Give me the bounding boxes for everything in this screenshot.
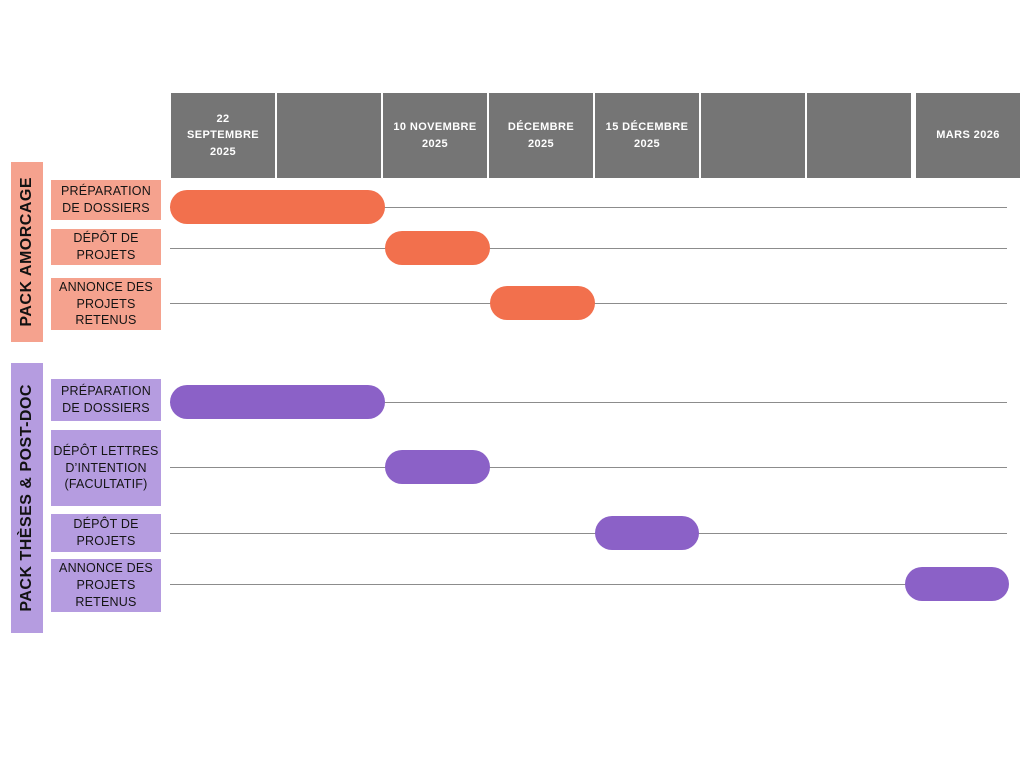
task-label: DÉPÔT LETTRES D’INTENTION (FACULTATIF) bbox=[51, 430, 161, 506]
task-label: PRÉPARATION DE DOSSIERS bbox=[51, 379, 161, 421]
timeline-header-label: MARS 2026 bbox=[936, 129, 1000, 142]
gantt-bar-theses-preparation bbox=[170, 385, 385, 419]
gantt-bar-theses-annonce bbox=[905, 567, 1009, 601]
timeline-header-cell: MARS 2026 bbox=[916, 93, 1020, 178]
gantt-bar-theses-lettres-intention bbox=[385, 450, 490, 484]
task-label: DÉPÔT DE PROJETS bbox=[51, 514, 161, 552]
row-gridline bbox=[170, 584, 1007, 585]
gantt-bar-amorcage-preparation bbox=[170, 190, 385, 224]
task-label: ANNONCE DES PROJETS RETENUS bbox=[51, 278, 161, 330]
timeline-header-label: 22 SEPTEMBRE 2025 bbox=[186, 112, 260, 158]
row-gridline bbox=[170, 533, 1007, 534]
row-gridline bbox=[170, 248, 1007, 249]
timeline-header-cell: 10 NOVEMBRE 2025 bbox=[383, 93, 487, 178]
timeline-header-cell bbox=[277, 93, 381, 178]
task-label: ANNONCE DES PROJETS RETENUS bbox=[51, 559, 161, 612]
timeline-header-cell: 22 SEPTEMBRE 2025 bbox=[171, 93, 275, 178]
row-gridline bbox=[170, 467, 1007, 468]
timeline-header-cell bbox=[701, 93, 805, 178]
row-gridline bbox=[170, 207, 1007, 208]
row-gridline bbox=[170, 402, 1007, 403]
timeline-header-label: 10 NOVEMBRE 2025 bbox=[393, 121, 477, 150]
task-label: DÉPÔT DE PROJETS bbox=[51, 229, 161, 265]
group-sidebar-label: PACK THÈSES & POST-DOC bbox=[18, 384, 35, 612]
timeline-header-label: 15 DÉCEMBRE 2025 bbox=[605, 121, 689, 150]
group-sidebar-label: PACK AMORCAGE bbox=[18, 177, 35, 327]
timeline-header-cell: DÉCEMBRE 2025 bbox=[489, 93, 593, 178]
group-sidebar-pack-theses-postdoc: PACK THÈSES & POST-DOC bbox=[11, 363, 43, 633]
gantt-bar-amorcage-annonce bbox=[490, 286, 595, 320]
timeline-header-label: DÉCEMBRE 2025 bbox=[507, 121, 575, 150]
gantt-bar-amorcage-depot-projets bbox=[385, 231, 490, 265]
timeline-header-cell: 15 DÉCEMBRE 2025 bbox=[595, 93, 699, 178]
timeline-header-cell bbox=[807, 93, 911, 178]
task-label: PRÉPARATION DE DOSSIERS bbox=[51, 180, 161, 220]
group-sidebar-pack-amorcage: PACK AMORCAGE bbox=[11, 162, 43, 342]
gantt-bar-theses-depot-projets bbox=[595, 516, 699, 550]
